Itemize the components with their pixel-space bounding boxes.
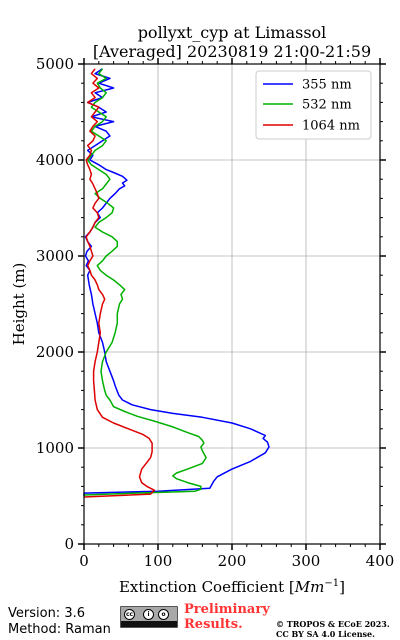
version-text: Version: 3.6 (8, 606, 85, 621)
preliminary-line1: Preliminary (184, 602, 270, 617)
series-line-1 (83, 68, 207, 496)
legend-box (255, 70, 372, 140)
chart-title-line2: [Averaged] 20230819 21:00-21:59 (93, 42, 371, 61)
x-tick-label: 400 (366, 552, 395, 570)
legend: 355 nm 532 nm 1064 nm (255, 70, 372, 140)
copyright-line2: CC BY SA 4.0 License. (276, 629, 375, 639)
legend-label-355: 355 nm (302, 78, 352, 93)
x-tick-label: 100 (144, 552, 173, 570)
copyright-line1: © TROPOS & ECoE 2023. (276, 619, 390, 629)
y-tick-label: 0 (64, 535, 74, 553)
y-tick-label: 2000 (36, 343, 74, 361)
x-axis-label-exponent: −1 (324, 578, 339, 589)
x-axis-label: Extinction Coefficient [Mm−1] (119, 578, 345, 596)
x-tick-label: 200 (218, 552, 247, 570)
method-text: Method: Raman (8, 622, 111, 637)
preliminary-results-note: Preliminary Results. (184, 602, 270, 632)
x-tick-label: 300 (292, 552, 321, 570)
legend-label-1064: 1064 nm (302, 119, 360, 134)
legend-label-532: 532 nm (302, 98, 352, 113)
y-tick-label: 5000 (36, 55, 74, 73)
footer-info: Version: 3.6 Method: Raman (8, 606, 111, 638)
y-tick-label: 4000 (36, 151, 74, 169)
copyright-note: © TROPOS & ECoE 2023. CC BY SA 4.0 Licen… (276, 619, 390, 639)
x-axis-label-close: ] (339, 578, 345, 596)
grid-lines (84, 64, 380, 544)
y-tick-label: 3000 (36, 247, 74, 265)
x-axis-label-text: Extinction Coefficient [ (119, 578, 295, 596)
series-line-2 (83, 68, 156, 498)
series-line-0 (83, 68, 270, 496)
y-tick-label: 1000 (36, 439, 74, 457)
x-axis-label-unit: Mm (294, 578, 325, 596)
y-axis-label: Height (m) (10, 263, 28, 346)
chart-title-line1: pollyxt_cyp at Limassol (138, 23, 327, 42)
cc-by-sa-badge-icon: cc i o (120, 606, 178, 628)
x-tick-label: 0 (79, 552, 89, 570)
series-group (83, 68, 270, 498)
preliminary-line2: Results. (184, 617, 243, 632)
